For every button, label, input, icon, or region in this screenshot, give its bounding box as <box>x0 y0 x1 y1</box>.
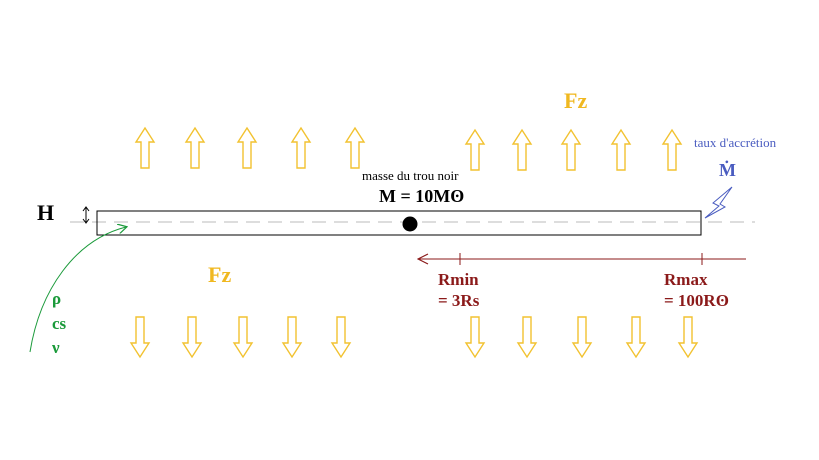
accretion-caption: taux d'accrétion <box>694 135 777 150</box>
rmax-name: Rmax <box>664 270 708 289</box>
mass-caption: masse du trou noir <box>362 168 459 183</box>
rmin-value: = 3Rs <box>438 291 480 310</box>
down-arrow-icon <box>331 316 351 358</box>
lightning-bolt-icon <box>704 186 733 219</box>
down-arrow-icon <box>626 316 646 358</box>
up-arrow-icon <box>561 129 581 171</box>
down-arrow-icon <box>282 316 302 358</box>
up-arrow-icon <box>512 129 532 171</box>
param-rho: ρ <box>52 289 61 308</box>
up-arrow-icon <box>345 127 365 169</box>
up-arrow-icon <box>185 127 205 169</box>
up-arrow-icon <box>135 127 155 169</box>
accretion-symbol: Ṁ <box>719 160 736 180</box>
force-label-bottom: Fz <box>208 262 231 287</box>
double-arrow-vertical-icon <box>82 206 90 224</box>
inflow-curve <box>29 227 126 353</box>
mass-value: M = 10Mʘ <box>379 186 464 206</box>
down-arrow-icon <box>182 316 202 358</box>
up-arrow-icon <box>237 127 257 169</box>
accretion-disk <box>96 210 702 236</box>
force-label-top: Fz <box>564 88 587 113</box>
down-arrow-icon <box>465 316 485 358</box>
down-arrow-icon <box>678 316 698 358</box>
downward-force-arrows <box>130 316 698 358</box>
param-cs: cs <box>52 314 67 333</box>
rmin-name: Rmin <box>438 270 479 289</box>
up-arrow-icon <box>611 129 631 171</box>
up-arrow-icon <box>662 129 682 171</box>
rmax-value: = 100Rʘ <box>664 291 729 310</box>
radius-range <box>418 253 746 265</box>
up-arrow-icon <box>291 127 311 169</box>
down-arrow-icon <box>572 316 592 358</box>
up-arrow-icon <box>465 129 485 171</box>
down-arrow-icon <box>130 316 150 358</box>
down-arrow-icon <box>517 316 537 358</box>
black-hole <box>402 216 418 232</box>
down-arrow-icon <box>233 316 253 358</box>
height-label: H <box>37 200 54 225</box>
upward-force-arrows <box>135 127 682 171</box>
param-nu: ν <box>51 338 60 357</box>
